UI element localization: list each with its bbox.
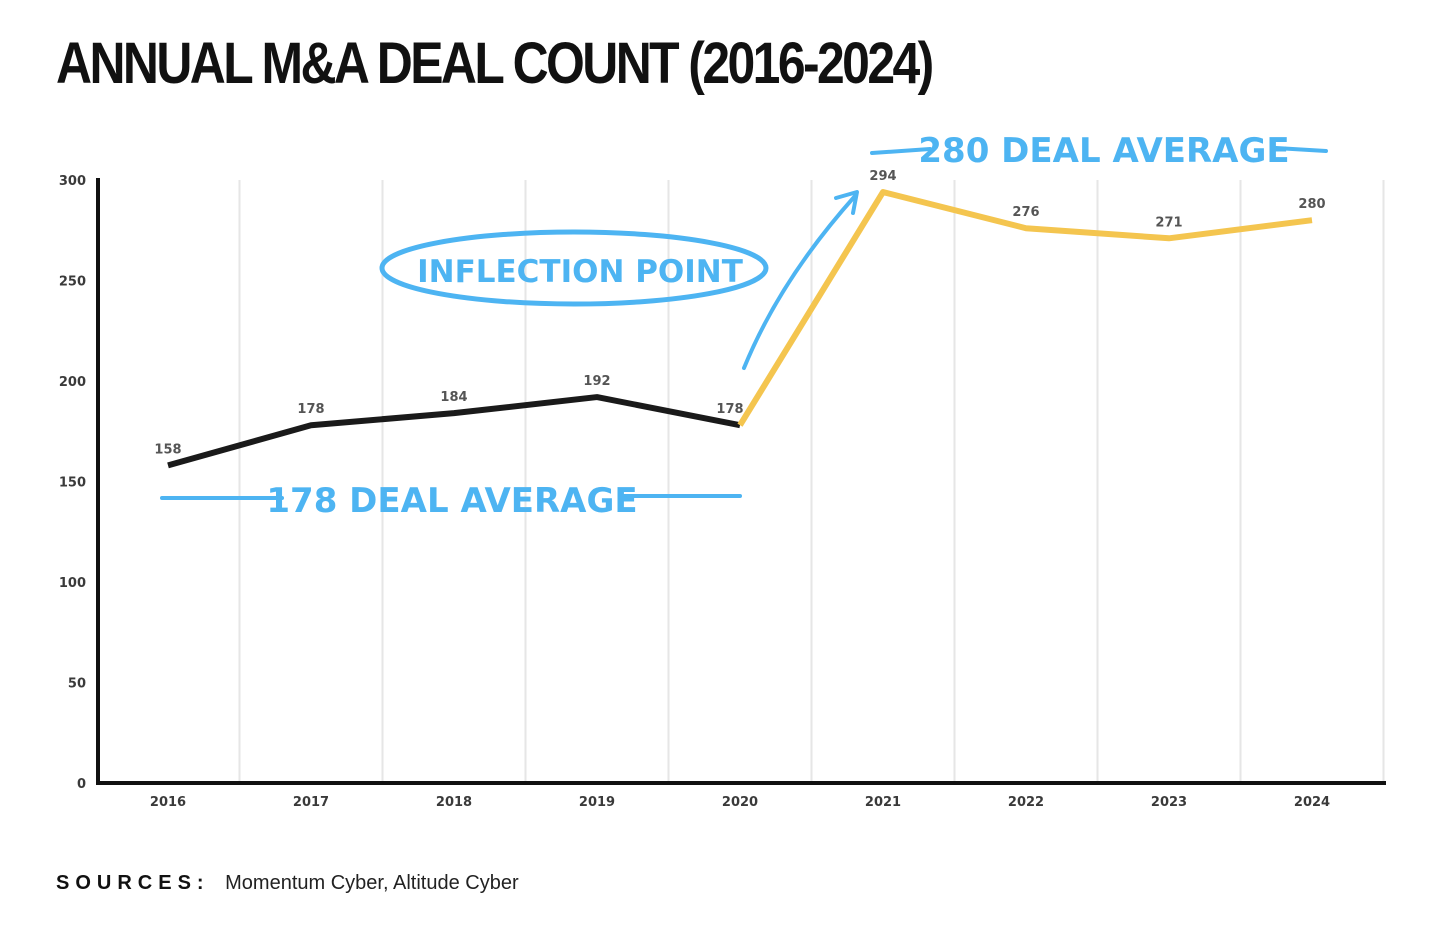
series-lines xyxy=(167,189,1313,469)
data-label: 178 xyxy=(716,402,743,417)
data-label: 158 xyxy=(154,442,181,457)
annotations: INFLECTION POINT 178 DEAL AVERAGE 280 DE… xyxy=(160,131,1328,521)
inflection-arrowhead xyxy=(834,190,859,215)
x-tick-label: 2018 xyxy=(436,795,472,810)
inflection-arrow xyxy=(742,194,857,370)
x-tick-label: 2022 xyxy=(1008,795,1044,810)
average-after-dash-right xyxy=(1274,146,1328,153)
average-after-annotation: 280 DEAL AVERAGE xyxy=(918,131,1289,171)
x-tick-label: 2016 xyxy=(150,795,186,810)
data-label: 276 xyxy=(1012,205,1039,220)
average-after-dash-left xyxy=(870,147,932,155)
data-label: 271 xyxy=(1155,215,1182,230)
x-tick-label: 2019 xyxy=(579,795,615,810)
y-tick-label: 300 xyxy=(59,174,86,189)
y-tick-label: 250 xyxy=(59,275,86,290)
grid-lines xyxy=(238,180,1385,783)
average-before-annotation: 178 DEAL AVERAGE xyxy=(266,481,637,521)
data-label: 294 xyxy=(869,169,896,184)
x-tick-label: 2020 xyxy=(722,795,758,810)
sources-note: SOURCES: Momentum Cyber, Altitude Cyber xyxy=(56,872,519,895)
data-label: 192 xyxy=(583,374,610,389)
x-tick-label: 2023 xyxy=(1151,795,1187,810)
sources-text: Momentum Cyber, Altitude Cyber xyxy=(225,872,519,894)
x-tick-label: 2017 xyxy=(293,795,329,810)
x-tick-label: 2021 xyxy=(865,795,901,810)
chart-title: ANNUAL M&A DEAL COUNT (2016-2024) xyxy=(56,31,934,96)
data-label: 184 xyxy=(440,390,467,405)
y-tick-label: 200 xyxy=(59,375,86,390)
y-tick-label: 150 xyxy=(59,476,86,491)
inflection-ellipse xyxy=(379,229,769,307)
y-axis-ticks: 0 50 100 150 200 250 300 xyxy=(59,174,86,792)
data-label: 178 xyxy=(297,402,324,417)
sources-label: SOURCES: xyxy=(56,872,210,894)
y-tick-label: 50 xyxy=(68,677,86,692)
series-line-segment xyxy=(167,394,741,469)
data-label: 280 xyxy=(1298,197,1325,212)
y-tick-label: 100 xyxy=(59,576,86,591)
x-tick-label: 2024 xyxy=(1294,795,1330,810)
data-labels: 158 178 184 192 178 294 276 271 280 xyxy=(154,169,1325,457)
series-line-segment xyxy=(737,189,1313,427)
y-tick-label: 0 xyxy=(77,777,86,792)
x-axis-ticks: 2016 2017 2018 2019 2020 2021 2022 2023 2024 xyxy=(150,795,1330,810)
inflection-annotation: INFLECTION POINT xyxy=(417,254,743,290)
